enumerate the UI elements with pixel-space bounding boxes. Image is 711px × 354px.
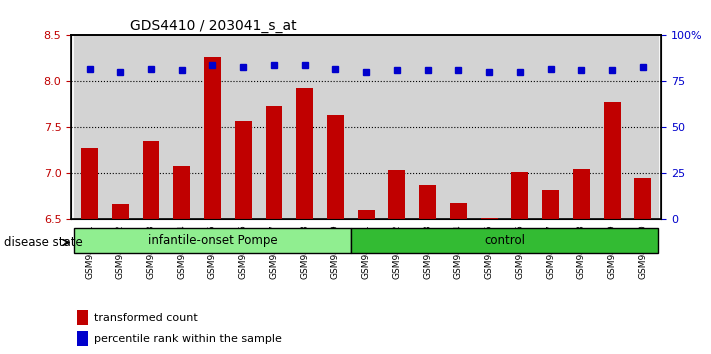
- Bar: [542, 190, 559, 354]
- Bar: [166, 35, 197, 219]
- Text: infantile-onset Pompe: infantile-onset Pompe: [148, 234, 277, 247]
- Bar: [573, 169, 589, 354]
- Bar: [511, 172, 528, 354]
- Text: GDS4410 / 203041_s_at: GDS4410 / 203041_s_at: [130, 19, 296, 33]
- Bar: [143, 141, 159, 354]
- Bar: [358, 210, 375, 354]
- Bar: [327, 115, 344, 354]
- Bar: [136, 35, 166, 219]
- Bar: [289, 35, 320, 219]
- Bar: [450, 203, 467, 354]
- Bar: [74, 228, 351, 253]
- Bar: [382, 35, 412, 219]
- Bar: [296, 88, 313, 354]
- Bar: [228, 35, 259, 219]
- Bar: [204, 57, 221, 354]
- Bar: [351, 35, 382, 219]
- Bar: [77, 331, 87, 346]
- Bar: [505, 35, 535, 219]
- Bar: [443, 35, 474, 219]
- Bar: [77, 310, 87, 325]
- Bar: [197, 35, 228, 219]
- Bar: [74, 35, 105, 219]
- Bar: [235, 121, 252, 354]
- Bar: [173, 166, 191, 354]
- Text: control: control: [484, 234, 525, 247]
- Text: disease state: disease state: [4, 236, 82, 249]
- Bar: [265, 106, 282, 354]
- Bar: [481, 218, 498, 354]
- Bar: [388, 170, 405, 354]
- Bar: [351, 228, 658, 253]
- Bar: [627, 35, 658, 219]
- Bar: [474, 35, 505, 219]
- Bar: [320, 35, 351, 219]
- Text: percentile rank within the sample: percentile rank within the sample: [94, 334, 282, 344]
- Bar: [535, 35, 566, 219]
- Bar: [604, 102, 621, 354]
- Bar: [634, 178, 651, 354]
- Bar: [105, 35, 136, 219]
- Bar: [112, 204, 129, 354]
- Bar: [597, 35, 627, 219]
- Bar: [412, 35, 443, 219]
- Bar: [419, 184, 436, 354]
- Bar: [566, 35, 597, 219]
- Bar: [81, 148, 98, 354]
- Text: transformed count: transformed count: [94, 313, 197, 323]
- Bar: [259, 35, 289, 219]
